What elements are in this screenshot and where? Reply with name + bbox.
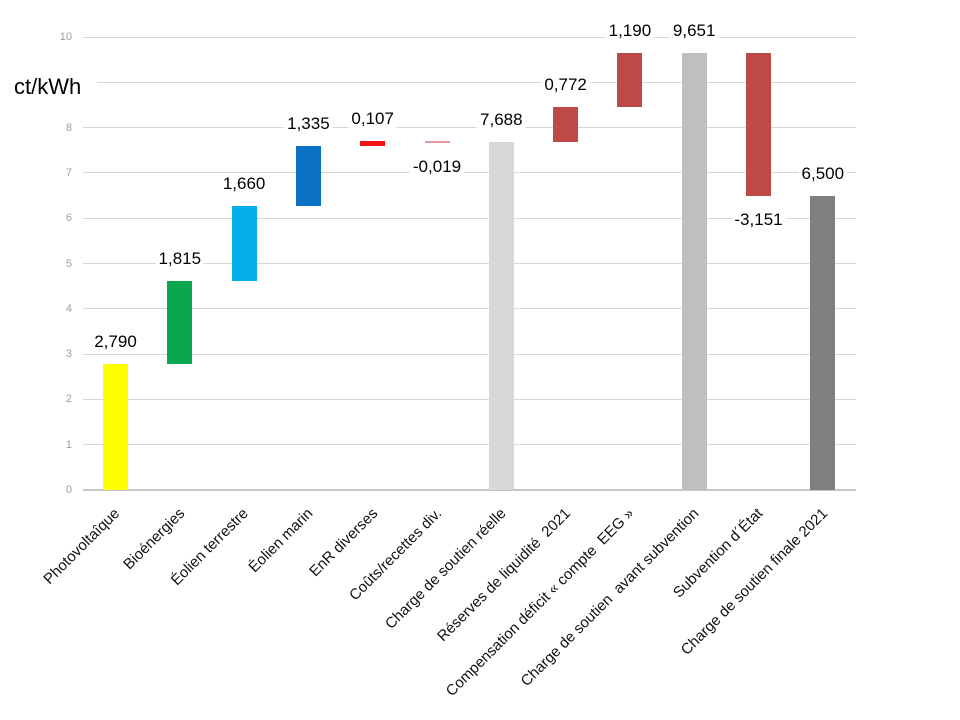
- value-label-bioenergies: 1,815: [155, 249, 205, 270]
- gridline-3: [83, 353, 856, 355]
- gridline-5: [83, 263, 856, 264]
- bar-enr-diverses: [360, 140, 386, 146]
- gridline-7: [83, 172, 856, 174]
- bar-bioenergies: [167, 281, 193, 364]
- gridline-6: [83, 217, 856, 219]
- value-label-photovoltaique: 2,790: [91, 331, 140, 352]
- bar-compensation-deficit-compte-eeg: [617, 52, 643, 107]
- x-category-label-bioenergies: Bioénergies: [119, 505, 188, 574]
- value-label-charge-de-soutien-reelle: 7,688: [477, 109, 526, 130]
- gridline-8: [83, 127, 856, 129]
- bar-charge-de-soutien-reelle: [488, 141, 514, 490]
- gridline-1: [83, 444, 856, 446]
- bar-charge-de-soutien-finale-2021: [810, 195, 836, 490]
- x-category-label-charge-de-soutien-reelle: Charge de soutien réelle: [381, 505, 510, 633]
- value-label-compensation-deficit-compte-eeg: 1,190: [605, 20, 655, 41]
- x-axis-line: [83, 489, 856, 491]
- y-tick-label-5: 5: [65, 257, 72, 270]
- y-tick-label-7: 7: [65, 166, 72, 179]
- value-label-eolien-marin: 1,335: [284, 113, 333, 134]
- y-tick-label-10: 10: [59, 31, 72, 43]
- gridline-2: [83, 398, 856, 400]
- bar-eolien-marin: [295, 145, 321, 207]
- value-label-subvention-d-etat: -3,151: [731, 209, 786, 230]
- value-label-enr-diverses: 0,107: [348, 108, 397, 129]
- y-tick-label-4: 4: [65, 302, 72, 315]
- value-label-eolien-terrestre: 1,660: [219, 174, 269, 195]
- gridline-9: [83, 81, 856, 83]
- value-label-couts-recettes-div: -0,019: [409, 156, 465, 177]
- gridline-4: [83, 308, 856, 310]
- bar-charge-de-soutien-avant-subvention: [681, 52, 707, 490]
- bar-subvention-d-etat: [746, 52, 771, 196]
- x-category-label-photovoltaique: Photovoltaîque: [40, 505, 124, 588]
- y-axis-unit-label: ct/kWh: [14, 72, 98, 102]
- bar-reserves-de-liquidite-2021: [553, 106, 579, 142]
- value-label-charge-de-soutien-finale-2021: 6,500: [798, 163, 848, 184]
- value-label-reserves-de-liquidite-2021: 0,772: [541, 74, 590, 95]
- y-tick-label-2: 2: [65, 393, 72, 406]
- y-tick-label-3: 3: [65, 348, 72, 361]
- y-tick-label-6: 6: [65, 212, 72, 225]
- gridline-10: [83, 36, 856, 38]
- y-tick-label-0: 0: [65, 484, 72, 496]
- bar-photovoltaique: [103, 363, 128, 490]
- bar-couts-recettes-div: [424, 140, 450, 143]
- bar-eolien-terrestre: [231, 206, 257, 282]
- y-tick-label-1: 1: [65, 438, 72, 451]
- y-tick-label-8: 8: [65, 121, 72, 134]
- value-label-charge-de-soutien-avant-subvention: 9,651: [669, 20, 719, 41]
